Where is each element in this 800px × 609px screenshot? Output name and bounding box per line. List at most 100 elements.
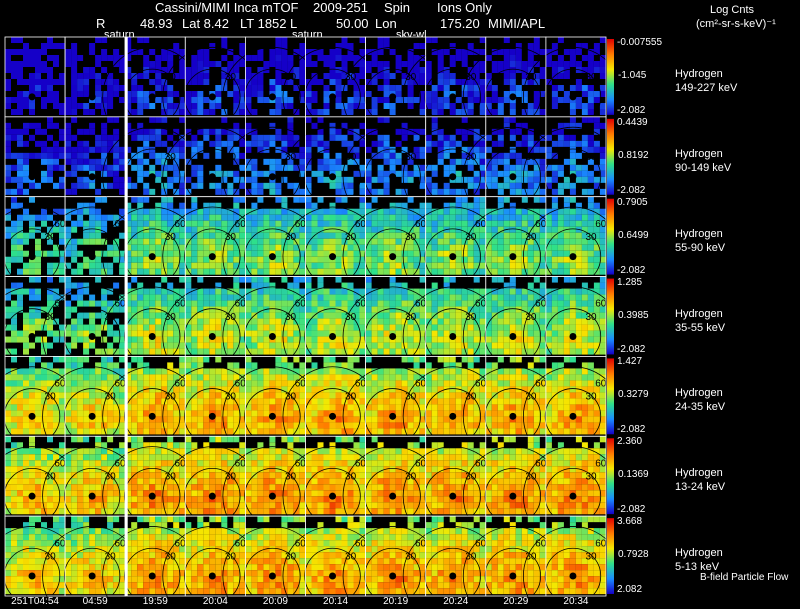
contour-label: 60 <box>295 219 307 230</box>
panel-r2-c6: 30 60 <box>342 196 443 307</box>
contour-label: 60 <box>114 299 126 310</box>
panel-r3-c4: 30 60 <box>222 276 323 387</box>
contour-label: 60 <box>54 538 66 549</box>
contour-label: 60 <box>295 538 307 549</box>
panel-r0-c7: 30 <box>402 36 503 147</box>
colorbar <box>607 39 614 115</box>
panel-r1-c8: 30 <box>462 116 563 227</box>
panel-r3-c7: 30 60 <box>402 276 503 387</box>
contour-label: 30 <box>405 72 417 83</box>
time-label: 19:59 <box>142 596 168 607</box>
contour-label: 30 <box>165 312 177 323</box>
contour-label: 60 <box>175 299 187 310</box>
colorbar-max: 0.7905 <box>617 196 648 208</box>
contour-label: 30 <box>405 152 417 163</box>
contour-label: 30 <box>225 551 237 562</box>
panel-r6-c2: 30 60 <box>102 515 203 609</box>
contour-label: 30 <box>345 152 357 163</box>
value-lt: LT 1852 <box>240 16 287 31</box>
channel-species: Hydrogen <box>675 227 723 240</box>
contour-label: 60 <box>175 219 187 230</box>
contour-label: 30 <box>165 392 177 403</box>
contour-label: 30 <box>405 232 417 243</box>
panel-r6-c3: 30 60 <box>162 515 263 609</box>
contour-label: 60 <box>595 458 607 469</box>
contour-label: 60 <box>54 458 66 469</box>
contour-label: 60 <box>535 219 547 230</box>
contour-label: 60 <box>355 458 367 469</box>
panel-r4-c2: 30 60 <box>102 356 203 467</box>
channel-energy: 55-90 keV <box>675 241 726 254</box>
contour-label: 30 <box>525 152 537 163</box>
contour-label: 30 <box>165 72 177 83</box>
panel-r0-c8: 30 <box>462 36 563 147</box>
contour-label: 60 <box>235 538 247 549</box>
contour-label: 60 <box>54 379 66 390</box>
units-title: Log Cnts <box>710 4 755 16</box>
colorbar-min: -2.082 <box>617 424 646 436</box>
channel-species: Hydrogen <box>675 467 723 480</box>
time-label: 20:14 <box>323 596 349 607</box>
title-date: 2009-251 <box>313 0 368 15</box>
panel-r1-c7: 30 <box>402 116 503 227</box>
time-label: 20:34 <box>563 596 589 607</box>
colorbar <box>607 198 614 275</box>
contour-label: 60 <box>175 458 187 469</box>
contour-label: 30 <box>465 472 477 483</box>
contour-label: 30 <box>105 232 117 243</box>
contour-label: 30 <box>105 312 117 323</box>
panel-r0-c5: 30 <box>282 36 383 147</box>
contour-label: 60 <box>415 379 427 390</box>
panel-r1-c6: 30 <box>342 116 443 227</box>
contour-label: 60 <box>475 458 487 469</box>
contour-label: 30 <box>225 472 237 483</box>
contour-label: 30 <box>225 72 237 83</box>
contour-label: 30 <box>225 232 237 243</box>
contour-label: 30 <box>465 551 477 562</box>
contour-label: 30 <box>45 551 57 562</box>
colorbar-max: 1.427 <box>617 356 643 368</box>
channel-species: Hydrogen <box>675 147 723 160</box>
time-label: 20:29 <box>503 596 529 607</box>
contour-label: 30 <box>165 472 177 483</box>
contour-label: 30 <box>45 232 57 243</box>
time-label: 04:59 <box>82 596 108 607</box>
contour-label: 60 <box>415 538 427 549</box>
panel-r2-c8: 30 60 <box>462 196 563 307</box>
contour-label: 30 <box>585 472 597 483</box>
contour-label: 60 <box>54 299 66 310</box>
panel-r0-c0 <box>4 36 66 118</box>
contour-label: 60 <box>295 299 307 310</box>
contour-label: 30 <box>465 232 477 243</box>
time-label: 20:04 <box>202 596 228 607</box>
contour-label: 30 <box>585 152 597 163</box>
contour-label: 60 <box>415 299 427 310</box>
contour-label: 30 <box>225 312 237 323</box>
colorbar-mid: 0.1369 <box>618 469 649 481</box>
contour-label: 30 <box>345 551 357 562</box>
contour-label: 30 <box>285 152 297 163</box>
panel-r5-c9: 30 60 <box>522 435 623 547</box>
colorbar <box>607 358 614 435</box>
contour-label: 30 <box>285 392 297 403</box>
colorbar-min: -2.082 <box>617 264 646 276</box>
value-r: 48.93 <box>140 16 173 31</box>
panel-r3-c5: 30 60 <box>282 276 383 387</box>
contour-label: 30 <box>345 472 357 483</box>
contour-label: 30 <box>105 392 117 403</box>
contour-label: 60 <box>235 379 247 390</box>
panel-r4-c6: 30 60 <box>342 356 443 467</box>
panel-r2-c7: 30 60 <box>402 196 503 307</box>
colorbar-min: 2.082 <box>617 584 643 595</box>
contour-label: 60 <box>595 538 607 549</box>
colorbar <box>607 438 614 515</box>
panel-r4-c1: 30 60 <box>42 356 143 467</box>
contour-label: 60 <box>114 458 126 469</box>
panel-r3-c0: 30 60 <box>0 276 83 387</box>
value-lon: 50.00 <box>336 16 369 31</box>
contour-label: 60 <box>235 299 247 310</box>
contour-label: 60 <box>235 458 247 469</box>
colorbar-max: 0.4439 <box>617 116 648 128</box>
channel-energy: 149-227 keV <box>675 82 738 94</box>
